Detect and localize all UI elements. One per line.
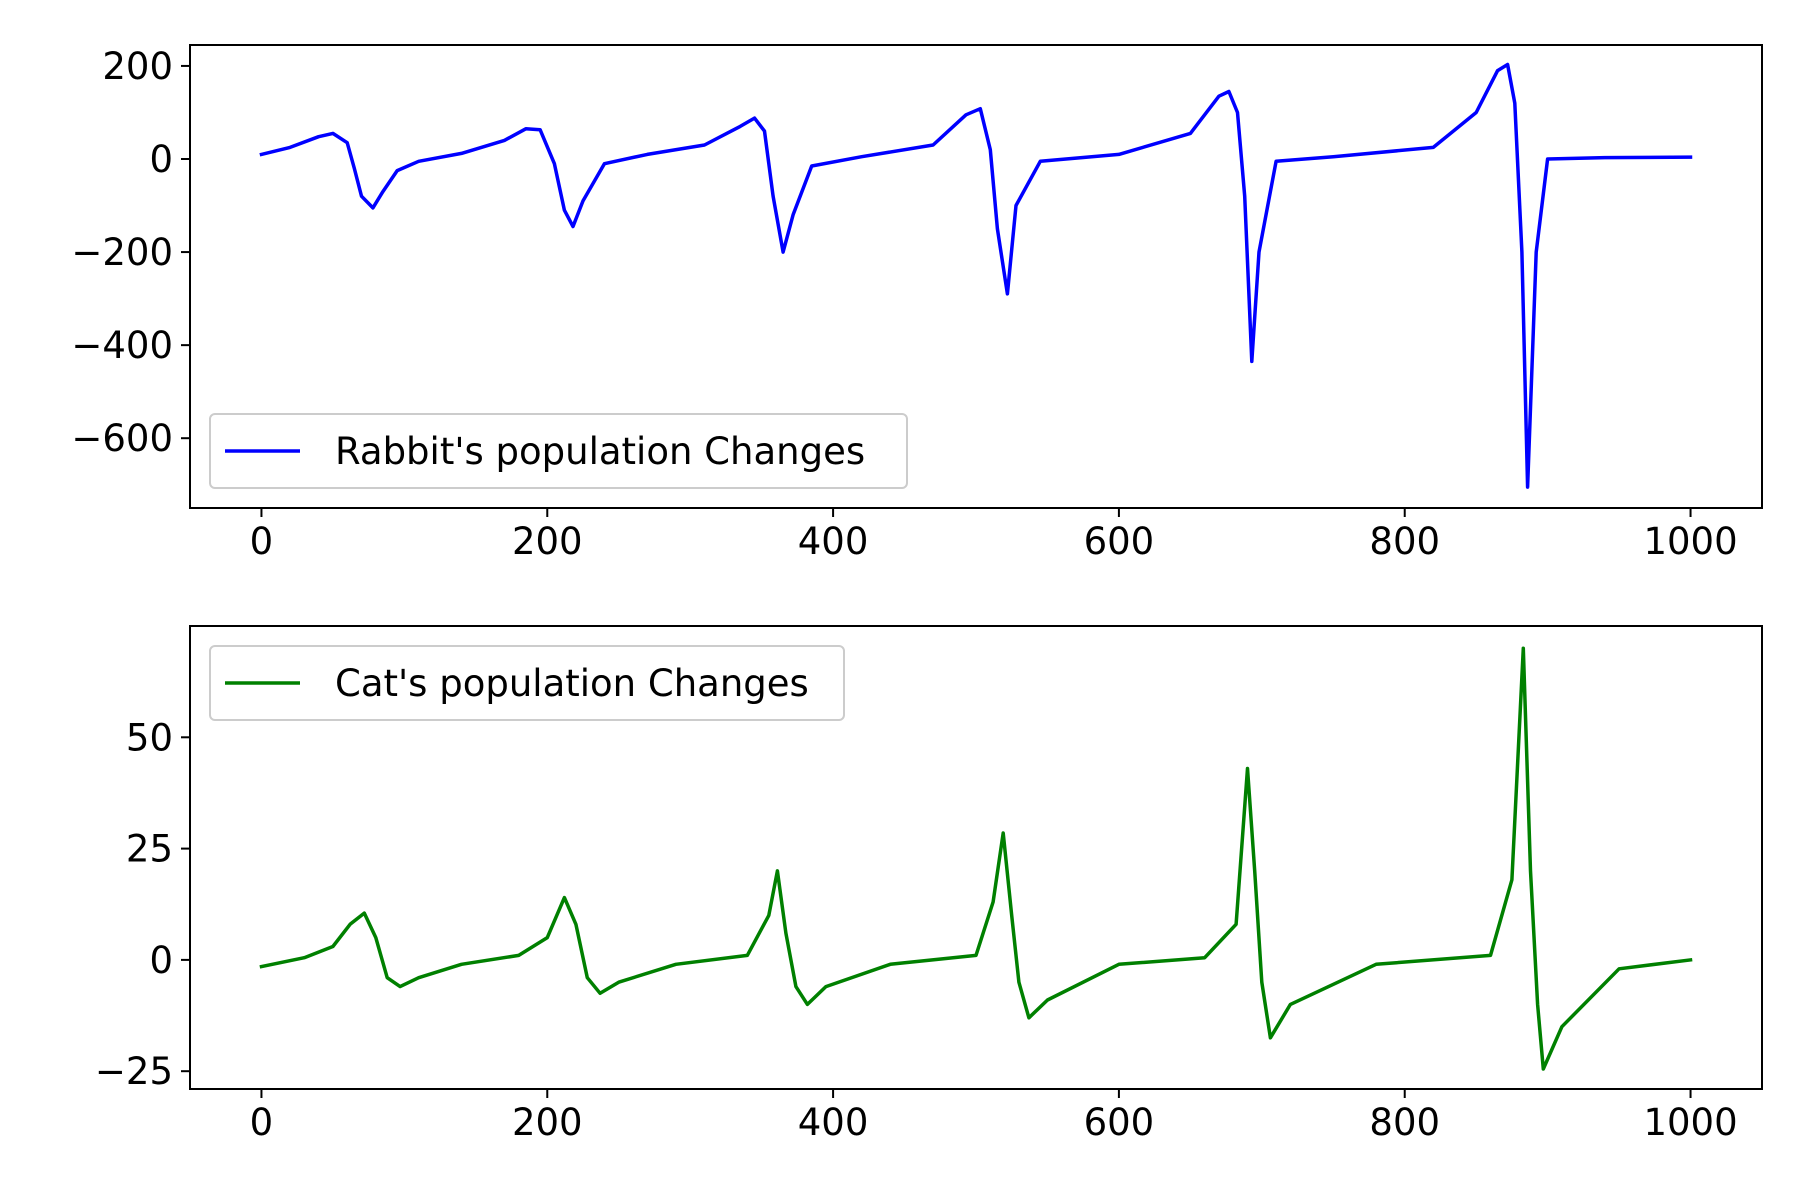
chart-1-y-tick-label: 0 [149,138,173,181]
chart-1-axes-frame [189,44,1763,509]
chart-2-x-tick-label: 600 [1084,1101,1155,1144]
chart-2-y-tick-label: 0 [149,939,173,982]
chart-1-x-tick-label: 800 [1369,520,1440,563]
chart-2-axes-frame [189,625,1763,1090]
chart-2-y-tick-label: 50 [126,716,173,759]
chart-2-x-tick-label: 200 [512,1101,583,1144]
chart-1-legend-label: Rabbit's population Changes [335,430,865,473]
chart-2-x-tick-label: 0 [250,1101,274,1144]
chart-2-y-tick-label: −25 [95,1050,173,1093]
chart-1-y-tick-label: 200 [102,45,173,88]
chart-1-x-tick-label: 0 [250,520,274,563]
chart-1-y-tick-label: −400 [71,324,173,367]
chart-2-x-tick-label: 800 [1369,1101,1440,1144]
chart-1-x-tick-label: 200 [512,520,583,563]
chart-1-y-tick-label: −200 [71,231,173,274]
chart-1-x-tick-label: 400 [798,520,869,563]
chart-2-cat-axes: 0 200 400 600 800 1000 50 25 0 −25 Cat's populatio… [95,625,1763,1144]
chart-1-rabbit-axes: 0 200 400 600 800 1000 200 0 −200 −400 −600 Rabbit'… [71,44,1763,563]
chart-2-x-tick-label: 400 [798,1101,869,1144]
chart-2-x-tick-label: 1000 [1643,1101,1737,1144]
chart-1-legend: Rabbit's population Changes [209,413,908,489]
chart-2-legend-label: Cat's population Changes [335,662,809,705]
chart-2-legend-box [209,645,845,721]
chart-1-series-line-1 [259,62,1693,489]
chart-1-x-tick-label: 1000 [1643,520,1737,563]
chart-2-y-tick-label: 25 [126,828,173,871]
chart-2-series-line-1 [259,646,1693,1071]
chart-2-legend: Cat's population Changes [209,645,845,721]
chart-1-legend-box [209,413,908,489]
chart-1-y-tick-label: −600 [71,417,173,460]
chart-1-x-tick-label: 600 [1084,520,1155,563]
